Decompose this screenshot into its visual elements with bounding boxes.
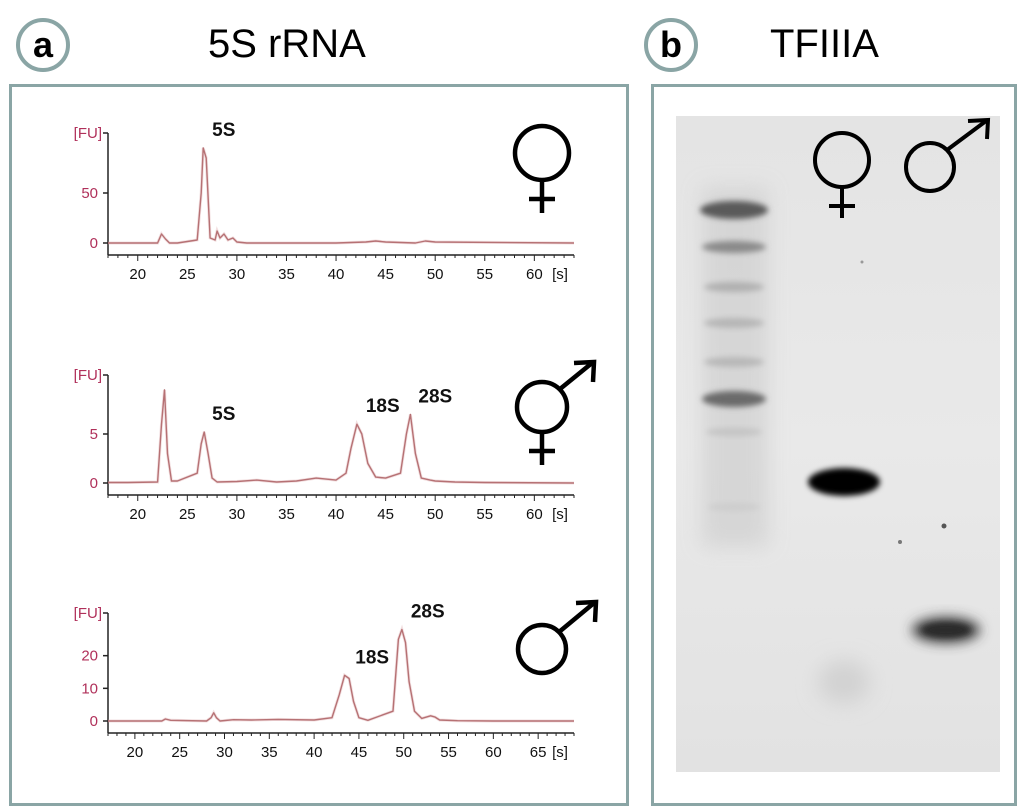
x-tick-label: 40	[306, 744, 323, 761]
x-tick-label: 20	[129, 506, 146, 523]
chart-1: [FU] 0 5 20 25 30 35 40 45 50 55 60 [s] 5S 18S 28S	[74, 359, 597, 523]
x-tick-label: 50	[427, 266, 444, 283]
x-tick-label: 55	[476, 266, 493, 283]
chart-0: [FU] 0 50 20 25 30 35 40 45 50 55 60 [s] 5S	[74, 120, 575, 283]
peak-label: 18S	[366, 396, 400, 417]
symbol-arrow	[557, 601, 596, 634]
peak-label: 28S	[411, 602, 445, 623]
symbol-ring	[512, 123, 572, 183]
x-axis-unit-label: [s]	[552, 744, 568, 761]
x-tick-label: 60	[526, 266, 543, 283]
symbol-arrow	[558, 361, 594, 391]
y-tick-label: 20	[81, 648, 98, 665]
panel-a-title: 5S rRNA	[208, 22, 366, 66]
panel-b-box	[651, 84, 1017, 806]
x-axis-unit-label: [s]	[552, 506, 568, 523]
symbol-ring	[515, 622, 569, 676]
x-tick-label: 30	[229, 266, 246, 283]
x-tick-label: 45	[351, 744, 368, 761]
x-tick-label: 55	[440, 744, 457, 761]
x-tick-label: 20	[127, 744, 144, 761]
gel-lane-female	[808, 468, 880, 704]
peak-label: 18S	[355, 647, 389, 668]
y-axis-unit-label: [FU]	[74, 125, 102, 142]
y-tick-label: 10	[81, 680, 98, 697]
y-tick-label: 0	[90, 475, 98, 492]
y-axis-unit-label: [FU]	[74, 367, 102, 384]
peak-label: 5S	[212, 404, 235, 425]
x-tick-label: 35	[278, 506, 295, 523]
x-tick-label: 25	[171, 744, 188, 761]
male-symbol-icon	[904, 117, 991, 193]
series-line	[108, 628, 574, 722]
x-tick-label: 35	[278, 266, 295, 283]
series-line-glow	[108, 389, 575, 485]
peak-label: 5S	[212, 120, 235, 141]
female-symbol-icon	[512, 123, 572, 213]
x-tick-label: 65	[530, 744, 547, 761]
x-tick-label: 50	[427, 506, 444, 523]
chart-2: [FU] 0 10 20 20 25 30 35 40 45 50 55 60 65 [s] 18S 28S	[74, 599, 599, 761]
x-tick-label: 30	[216, 744, 233, 761]
electropherogram-charts: [FU] 0 50 20 25 30 35 40 45 50 55 60 [s] 5S [FU] 0 5 20 25…	[74, 120, 599, 761]
symbol-arrowhead	[575, 599, 599, 623]
hermaphrodite-symbol-icon	[514, 359, 597, 465]
symbol-ring	[514, 379, 570, 435]
gel-speck	[898, 540, 902, 544]
series-line-glow	[108, 147, 575, 245]
y-tick-label: 5	[90, 426, 98, 443]
x-tick-label: 30	[229, 506, 246, 523]
x-tick-label: 40	[328, 506, 345, 523]
y-axis-unit-label: [FU]	[74, 605, 102, 622]
y-tick-label: 0	[90, 235, 98, 252]
x-tick-label: 25	[179, 506, 196, 523]
gel-speck	[860, 260, 864, 264]
x-tick-label: 55	[476, 506, 493, 523]
y-tick-label: 0	[90, 713, 98, 730]
symbol-arrowhead	[573, 359, 597, 383]
peak-label: 28S	[418, 386, 452, 407]
x-tick-label: 25	[179, 266, 196, 283]
x-tick-label: 60	[526, 506, 543, 523]
x-tick-label: 20	[129, 266, 146, 283]
x-axis-unit-label: [s]	[552, 266, 568, 283]
series-line	[108, 389, 575, 484]
panel-a-letter: a	[32, 24, 54, 65]
x-tick-label: 50	[395, 744, 412, 761]
panel-a-label: a	[16, 18, 70, 72]
panel-b-title: TFIIIA	[770, 22, 879, 66]
panel-b-letter: b	[660, 24, 682, 65]
gel-image	[676, 116, 1000, 772]
female-symbol-icon	[813, 131, 871, 218]
male-symbol-icon	[515, 599, 599, 676]
x-tick-label: 35	[261, 744, 278, 761]
x-tick-label: 60	[485, 744, 502, 761]
x-tick-label: 45	[377, 266, 394, 283]
gel-lane-ladder	[700, 187, 768, 547]
gel-lane-male	[912, 617, 980, 643]
series-line	[108, 147, 575, 244]
y-tick-label: 50	[81, 185, 98, 202]
series-line-glow	[108, 624, 574, 723]
x-tick-label: 45	[377, 506, 394, 523]
gel-speck	[941, 523, 947, 529]
x-tick-label: 40	[328, 266, 345, 283]
panel-a-box: [FU] 0 50 20 25 30 35 40 45 50 55 60 [s] 5S [FU] 0 5 20 25…	[9, 84, 629, 806]
panel-b-label: b	[644, 18, 698, 72]
